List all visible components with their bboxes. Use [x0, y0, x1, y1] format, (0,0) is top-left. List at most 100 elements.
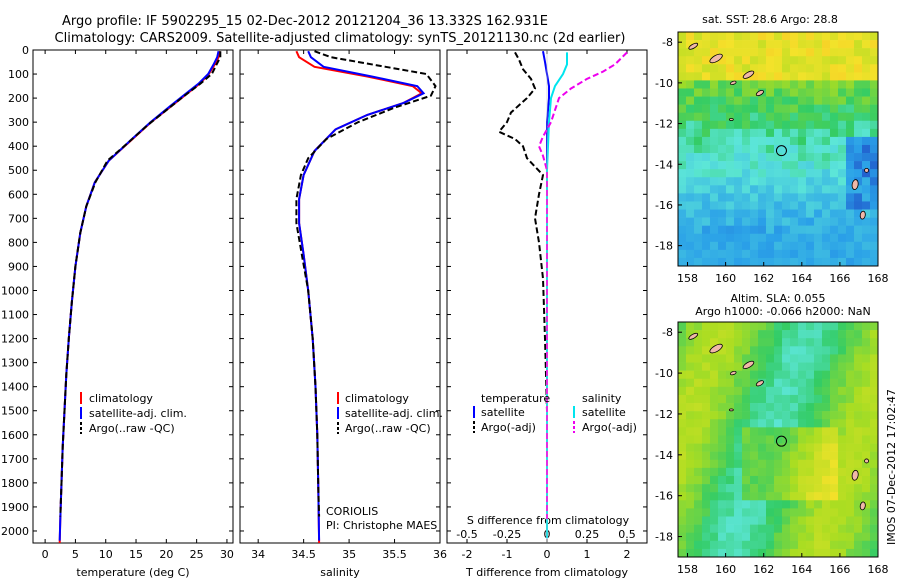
map-cell [846, 484, 855, 493]
map-cell [870, 48, 879, 57]
map-cell [862, 435, 871, 444]
map-cell [846, 475, 855, 485]
map-cell [726, 88, 735, 97]
map-cell [782, 338, 791, 347]
map-cell [686, 338, 695, 347]
map-cell [734, 257, 743, 267]
island [755, 89, 764, 97]
map-cell [710, 419, 719, 428]
map-cell [726, 201, 735, 210]
map-cell [790, 241, 799, 251]
map-cell [678, 177, 687, 186]
map-cell [806, 346, 815, 355]
map-cell [822, 467, 831, 477]
sla-ticks: 158 160 162 164 166 168-8-10-12-14-16-18 [655, 326, 888, 576]
map-cell [782, 475, 791, 485]
sla-map: Altim. SLA: 0.055 Argo h1000: -0.066 h20… [655, 292, 888, 576]
map-y-tick-label: -12 [655, 118, 673, 131]
map-cell [702, 532, 711, 542]
map-cell [726, 330, 735, 339]
map-cell [726, 322, 735, 331]
map-cell [766, 153, 775, 162]
map-cell [846, 185, 855, 194]
map-cell [806, 241, 815, 251]
map-cell [750, 201, 759, 210]
map-cell [862, 330, 871, 339]
map-cell [862, 411, 871, 420]
map-cell [686, 411, 695, 420]
map-cell [846, 209, 855, 218]
map-cell [790, 72, 799, 81]
island [728, 408, 734, 412]
map-cell [694, 185, 703, 194]
map-cell [726, 508, 735, 517]
map-cell [678, 403, 687, 412]
map-cell [814, 104, 823, 113]
map-cell [790, 394, 799, 404]
map-cell [718, 112, 727, 122]
map-cell [726, 40, 735, 49]
map-cell [790, 386, 799, 396]
map-cell [862, 144, 871, 154]
map-cell [718, 500, 727, 509]
map-cell [870, 403, 879, 412]
map-cell [846, 120, 855, 130]
map-cell [870, 120, 879, 130]
x-tick-label: 1 [584, 548, 591, 561]
map-cell [734, 540, 743, 550]
map-cell [774, 427, 783, 436]
map-cell [854, 346, 863, 355]
map-cell [790, 548, 799, 558]
map-cell [758, 161, 767, 170]
map-cell [814, 209, 823, 218]
map-x-tick-label: 160 [715, 563, 736, 576]
map-cell [782, 88, 791, 97]
map-cell [686, 346, 695, 355]
map-cell [750, 88, 759, 97]
map-cell [870, 56, 879, 65]
map-cell [830, 443, 839, 452]
map-cell [766, 427, 775, 436]
map-cell [710, 443, 719, 452]
map-cell [734, 411, 743, 420]
map-cell [822, 443, 831, 452]
map-cell [790, 177, 799, 186]
map-cell [870, 435, 879, 444]
map-cell [694, 419, 703, 428]
map-cell [742, 88, 751, 97]
map-cell [806, 378, 815, 388]
map-cell [774, 144, 783, 154]
map-cell [702, 257, 711, 267]
map-cell [734, 201, 743, 210]
map-cell [870, 177, 879, 186]
map-cell [790, 354, 799, 363]
map-cell [822, 484, 831, 493]
map-cell [846, 492, 855, 501]
map-cell [822, 185, 831, 194]
map-cell [710, 475, 719, 485]
map-cell [782, 72, 791, 81]
map-cell [782, 169, 791, 178]
map-cell [806, 467, 815, 477]
map-cell [686, 233, 695, 243]
map-cell [766, 451, 775, 461]
map-cell [734, 403, 743, 412]
map-cell [822, 403, 831, 412]
legend-clim-label: climatology [345, 392, 409, 405]
map-cell [790, 508, 799, 517]
map-cell [742, 532, 751, 542]
map-cell [846, 540, 855, 550]
map-cell [862, 233, 871, 243]
map-cell [686, 322, 695, 331]
map-cell [806, 362, 815, 371]
map-cell [686, 201, 695, 210]
map-cell [854, 475, 863, 485]
map-cell [726, 217, 735, 226]
map-cell [678, 104, 687, 113]
map-cell [766, 330, 775, 339]
map-cell [766, 540, 775, 550]
map-cell [742, 370, 751, 380]
map-cell [822, 169, 831, 178]
map-cell [686, 386, 695, 396]
map-cell [742, 161, 751, 170]
